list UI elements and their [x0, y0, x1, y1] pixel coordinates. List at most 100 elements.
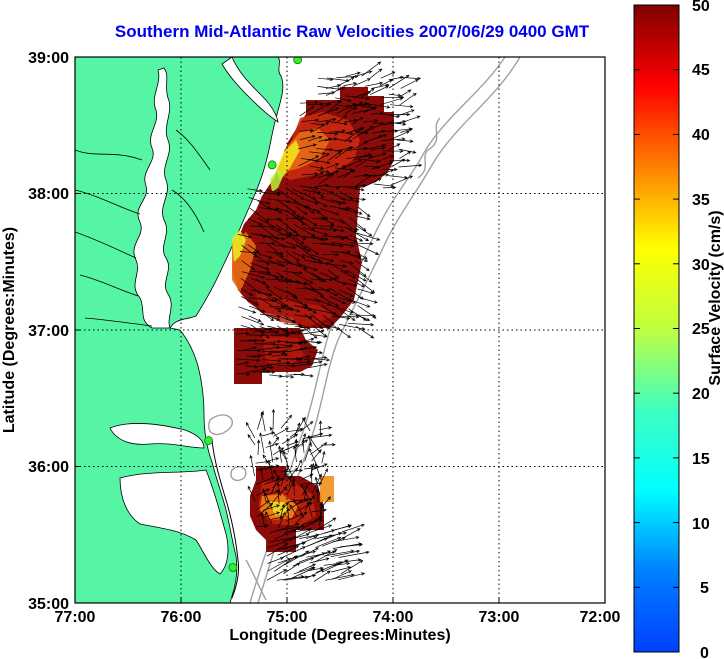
velocity-arrow — [356, 314, 371, 321]
velocity-arrow — [292, 296, 309, 308]
velocity-arrow — [249, 207, 270, 223]
velocity-arrow — [381, 137, 406, 141]
grid-lines — [75, 57, 605, 603]
velocity-arrow — [247, 485, 256, 502]
velocity-arrow — [397, 115, 421, 125]
velocity-arrow — [245, 367, 267, 374]
velocity-arrow — [300, 547, 319, 558]
velocity-arrow — [292, 251, 306, 259]
velocity-arrow — [390, 130, 410, 140]
x-tick-label: 72:00 — [580, 609, 621, 626]
velocity-arrow — [293, 498, 305, 519]
velocity-arrow — [288, 513, 304, 521]
velocity-arrow — [336, 77, 355, 87]
velocity-arrow — [248, 197, 271, 205]
velocity-arrow — [282, 546, 306, 558]
velocity-arrow — [290, 567, 316, 579]
map-title: Southern Mid-Atlantic Raw Velocities 200… — [114, 22, 590, 41]
velocity-arrow — [300, 157, 320, 163]
velocity-arrow — [308, 350, 324, 355]
velocity-arrow — [345, 71, 361, 77]
velocity-arrow — [257, 217, 282, 232]
velocity-arrow — [380, 71, 396, 79]
velocity-arrow — [271, 408, 276, 430]
velocity-arrow — [264, 491, 273, 510]
velocity-arrow — [320, 216, 335, 226]
velocity-arrow — [310, 442, 328, 455]
velocity-arrow — [380, 97, 404, 105]
velocity-arrow — [259, 432, 265, 454]
velocity-arrow — [300, 198, 319, 205]
velocity-arrow — [390, 104, 414, 109]
velocity-arrow — [344, 118, 358, 123]
velocity-arrow — [347, 287, 364, 300]
velocity-arrow — [280, 467, 289, 487]
velocity-arrow — [342, 169, 355, 179]
velocity-arrow — [299, 134, 316, 140]
velocity-arrow — [260, 411, 266, 432]
velocity-arrow — [328, 235, 346, 241]
y-tick-label: 39:00 — [28, 50, 69, 67]
velocity-arrow — [352, 125, 374, 140]
velocity-arrow — [325, 86, 346, 96]
velocity-arrow — [348, 197, 366, 202]
velocity-arrow — [275, 244, 297, 250]
velocity-arrow — [319, 286, 339, 297]
velocity-arrow — [342, 159, 363, 169]
velocity-field-north-yellow — [276, 140, 300, 180]
velocity-arrow — [322, 536, 346, 547]
velocity-arrow — [260, 365, 275, 370]
velocity-arrow — [338, 550, 370, 558]
velocity-arrow — [239, 250, 258, 255]
velocity-arrow — [266, 569, 288, 581]
colorbar-tick-label: 5 — [700, 580, 709, 597]
velocity-arrow — [370, 173, 390, 177]
colorbar-tick-label: 45 — [692, 62, 710, 79]
velocity-arrow — [236, 331, 250, 335]
velocity-arrow — [275, 207, 301, 218]
velocity-arrow — [321, 450, 326, 464]
velocity-arrow — [330, 250, 351, 254]
velocity-arrow — [281, 468, 304, 473]
velocity-arrow — [301, 329, 325, 335]
velocity-arrow — [346, 206, 363, 215]
velocity-arrow — [252, 352, 273, 358]
velocity-arrow — [318, 107, 340, 117]
velocity-arrow — [310, 188, 325, 198]
velocity-arrow — [266, 543, 289, 557]
velocity-arrow — [299, 100, 319, 105]
velocity-arrow — [341, 523, 365, 533]
velocity-arrow — [292, 280, 308, 286]
velocity-arrow — [330, 304, 354, 314]
velocity-arrow — [294, 438, 298, 456]
velocity-arrow — [277, 545, 300, 556]
velocity-arrow — [256, 488, 271, 496]
velocity-arrow — [322, 559, 349, 573]
velocity-arrow — [328, 262, 349, 274]
velocity-arrow — [299, 515, 323, 531]
velocity-arrow — [325, 162, 340, 169]
velocity-arrow — [314, 517, 337, 532]
velocity-arrow — [252, 327, 273, 333]
velocity-arrow — [244, 346, 257, 351]
velocity-arrow — [344, 101, 363, 115]
velocity-arrow — [382, 185, 397, 190]
velocity-arrow — [256, 278, 270, 288]
velocity-arrow — [301, 118, 320, 123]
velocity-arrow — [318, 173, 335, 185]
radar-station-marker — [228, 563, 238, 572]
velocity-arrow — [310, 122, 330, 133]
velocity-arrow — [316, 536, 342, 548]
velocity-arrow — [305, 529, 336, 540]
colorbar: 50 45 40 35 30 25 20 15 10 5 0 Surface V… — [633, 0, 724, 659]
velocity-arrow — [306, 569, 325, 579]
velocity-arrow — [266, 288, 283, 300]
velocity-arrow — [344, 127, 364, 142]
velocity-arrow — [247, 338, 266, 343]
velocity-arrow — [283, 562, 301, 575]
velocity-arrow — [369, 85, 390, 95]
velocity-arrow — [248, 315, 262, 322]
velocity-arrow — [285, 217, 305, 221]
velocity-arrow — [348, 278, 366, 288]
velocity-arrow — [371, 129, 386, 134]
